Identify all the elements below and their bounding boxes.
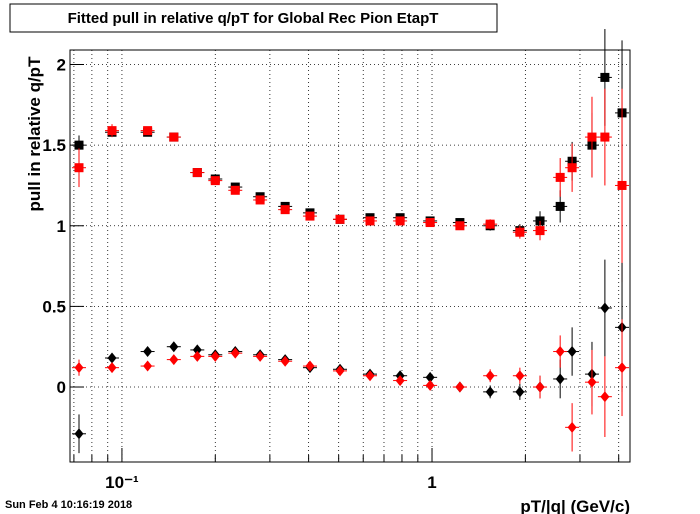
marker xyxy=(210,350,220,362)
marker xyxy=(600,302,610,314)
marker xyxy=(617,180,627,190)
marker xyxy=(485,386,495,398)
marker xyxy=(230,347,240,359)
marker xyxy=(485,219,495,229)
marker xyxy=(335,365,345,377)
marker xyxy=(143,126,153,136)
marker xyxy=(365,216,375,226)
y-tick-label: 2 xyxy=(57,56,66,75)
x-tick-label: 10⁻¹ xyxy=(105,473,139,492)
marker xyxy=(169,341,179,353)
marker xyxy=(515,227,525,237)
marker xyxy=(74,163,84,173)
marker xyxy=(555,201,565,211)
marker xyxy=(587,376,597,388)
marker xyxy=(143,346,153,358)
marker xyxy=(169,354,179,366)
marker xyxy=(587,132,597,142)
marker xyxy=(305,360,315,372)
marker xyxy=(107,362,117,374)
marker xyxy=(425,218,435,228)
plot-frame xyxy=(69,49,631,463)
marker xyxy=(567,421,577,433)
marker xyxy=(230,185,240,195)
marker xyxy=(210,176,220,186)
marker xyxy=(617,362,627,374)
y-tick-label: 1.5 xyxy=(42,136,66,155)
marker xyxy=(567,346,577,358)
marker xyxy=(455,221,465,231)
marker xyxy=(395,216,405,226)
title-box xyxy=(9,3,498,33)
marker xyxy=(192,344,202,356)
marker xyxy=(280,205,290,215)
marker xyxy=(107,352,117,364)
y-tick-label: 0.5 xyxy=(42,297,66,316)
marker xyxy=(515,386,525,398)
marker xyxy=(515,370,525,382)
x-tick-label: 1 xyxy=(427,473,436,492)
marker xyxy=(74,362,84,374)
marker xyxy=(535,381,545,393)
marker xyxy=(425,371,435,383)
marker xyxy=(455,381,465,393)
marker xyxy=(485,370,495,382)
marker xyxy=(395,375,405,387)
marker xyxy=(255,195,265,205)
marker xyxy=(567,163,577,173)
marker xyxy=(74,140,84,150)
marker xyxy=(335,214,345,224)
marker xyxy=(535,226,545,236)
marker xyxy=(280,355,290,367)
marker xyxy=(555,172,565,182)
y-tick-label: 1 xyxy=(57,217,66,236)
marker xyxy=(192,350,202,362)
marker xyxy=(600,72,610,82)
chart-title: Fitted pull in relative q/pT for Global … xyxy=(68,10,439,27)
marker xyxy=(555,346,565,358)
marker xyxy=(192,168,202,178)
marker xyxy=(365,370,375,382)
marker xyxy=(143,360,153,372)
marker xyxy=(255,350,265,362)
y-tick-label: 0 xyxy=(57,378,66,397)
x-axis-label: pT/|q| (GeV/c) xyxy=(520,497,630,514)
marker xyxy=(425,379,435,391)
marker xyxy=(600,391,610,403)
marker xyxy=(600,132,610,142)
date-stamp: Sun Feb 4 10:16:19 2018 xyxy=(5,499,132,511)
marker xyxy=(305,211,315,221)
y-axis-label: pull in relative q/pT xyxy=(25,56,44,212)
marker xyxy=(107,126,117,136)
marker xyxy=(555,373,565,385)
marker xyxy=(169,132,179,142)
marker xyxy=(74,428,84,440)
